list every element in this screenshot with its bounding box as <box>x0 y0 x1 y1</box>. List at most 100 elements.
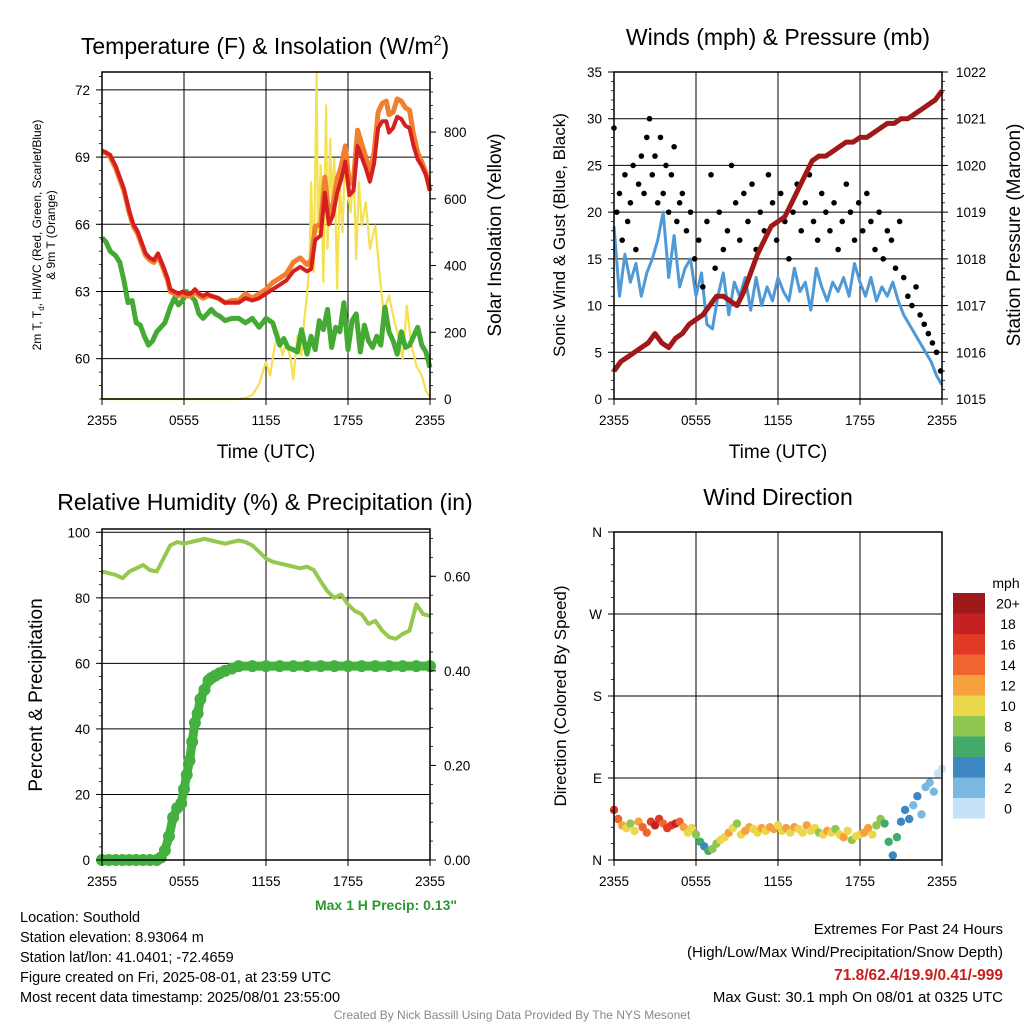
wind-direction-point <box>900 805 910 815</box>
precipitation-point <box>383 660 395 673</box>
temperature-x-tick-label: 2355 <box>415 413 445 428</box>
gust-point <box>674 218 680 225</box>
humidity-y-tick-label: 20 <box>75 787 90 802</box>
gust-point <box>905 293 911 300</box>
humidity-y-tick-label: 0 <box>82 853 90 868</box>
wind-direction-point <box>839 833 848 842</box>
precipitation-point <box>410 660 423 673</box>
humidity-y-tick-label: 80 <box>75 591 90 606</box>
precipitation-point <box>188 716 201 729</box>
speed-legend-swatch <box>953 695 985 716</box>
wind-direction-x-tick-label: 2355 <box>927 874 957 889</box>
winds-x-tick-label: 1755 <box>845 413 875 428</box>
gust-point <box>823 209 829 215</box>
precipitation-point <box>194 693 207 706</box>
station-latlon: Station lat/lon: 41.0401; -72.4659 <box>20 950 234 966</box>
gust-point <box>728 162 735 169</box>
precipitation-point <box>287 660 300 673</box>
wind-direction-x-tick-label: 1155 <box>763 874 792 889</box>
winds-y-tick-label: 25 <box>587 158 602 173</box>
gust-point <box>691 256 698 262</box>
gust-point <box>665 209 672 215</box>
relative-humidity-line <box>101 536 431 641</box>
gust-point <box>654 200 661 206</box>
gust-point <box>827 228 833 234</box>
winds-y-tick-label: 10 <box>587 299 602 314</box>
speed-legend-swatch <box>953 654 985 675</box>
precipitation-point <box>191 707 204 720</box>
precipitation-point <box>198 683 211 696</box>
temperature-x-tick-label: 1755 <box>333 413 363 428</box>
gust-point <box>687 209 694 215</box>
precipitation-point <box>167 811 180 824</box>
humidity-x-tick-label: 0555 <box>169 874 199 889</box>
gust-point <box>839 218 846 225</box>
dewpoint-line <box>100 236 433 369</box>
station-info: Location: Southold Station elevation: 8.… <box>20 910 340 1006</box>
gust-point <box>798 228 805 234</box>
temperature-x-axis-label: Time (UTC) <box>217 442 316 463</box>
winds-y-tick-label: 5 <box>594 345 602 360</box>
winds-x-axis-label: Time (UTC) <box>729 442 828 463</box>
precipitation-point <box>158 844 171 857</box>
gust-point <box>644 134 650 141</box>
temperature-y-tick-label: 72 <box>75 83 90 98</box>
temperature-y-right-tick-label: 800 <box>444 125 467 140</box>
speed-legend-label: 4 <box>1004 759 1012 775</box>
wind-direction-point <box>880 819 889 828</box>
humidity-x-tick-label: 1755 <box>333 874 363 889</box>
winds-y-right-tick-label: 1017 <box>956 299 986 314</box>
temperature-x-tick-label: 1155 <box>251 413 280 428</box>
gust-point <box>638 153 645 159</box>
station-elevation: Station elevation: 8.93064 m <box>20 930 204 946</box>
winds-y-tick-label: 20 <box>587 205 602 220</box>
max-gust: Max Gust: 30.1 mph On 08/01 at 0325 UTC <box>713 989 1003 1006</box>
wind-direction-point <box>630 826 639 836</box>
wind-direction-point <box>691 830 701 839</box>
speed-legend-label: 20+ <box>996 595 1020 611</box>
gust-point <box>720 246 727 253</box>
station-location: Location: Southold <box>20 910 140 926</box>
gust-point <box>676 200 683 206</box>
precipitation-point <box>342 660 354 673</box>
gust-point <box>847 209 854 215</box>
gust-point <box>913 284 919 290</box>
extremes-values: 71.8/62.4/19.9/0.41/-999 <box>834 967 1003 984</box>
temperature-panel: Temperature (F) & Insolation (W/m2) 2355… <box>30 32 506 463</box>
winds-x-tick-label: 2355 <box>927 413 957 428</box>
winds-y-tick-label: 35 <box>587 65 602 80</box>
speed-legend-label: 10 <box>1000 698 1016 714</box>
humidity-y-right-tick-label: 0.00 <box>444 853 470 868</box>
humidity-y-right-tick-label: 0.60 <box>444 569 470 584</box>
gust-point <box>835 246 841 253</box>
humidity-x-tick-label: 1155 <box>251 874 280 889</box>
gust-point <box>777 190 784 197</box>
wind-direction-y-axis-label: Direction (Colored By Speed) <box>551 585 570 806</box>
wind-direction-point <box>913 792 922 801</box>
gust-point <box>802 200 809 206</box>
wind-direction-point <box>917 810 926 819</box>
wind-direction-point <box>687 823 697 833</box>
wind-direction-y-tick-label: N <box>592 853 602 868</box>
speed-legend-swatch <box>953 716 985 737</box>
speed-legend-swatch <box>953 634 985 655</box>
speed-legend-swatch <box>953 675 985 696</box>
gust-point <box>921 321 928 328</box>
precipitation-point <box>369 660 382 673</box>
wind-direction-point <box>872 821 881 830</box>
gust-point <box>649 171 656 178</box>
winds-panel-title: Winds (mph) & Pressure (mb) <box>626 24 930 50</box>
wind-direction-point <box>798 828 807 837</box>
speed-legend-label: 12 <box>1000 677 1016 693</box>
extremes-title: Extremes For Past 24 Hours <box>814 921 1003 938</box>
gust-point <box>736 237 743 243</box>
gust-point <box>786 256 792 262</box>
gust-point <box>646 115 653 122</box>
precipitation-point <box>183 754 196 767</box>
humidity-y-tick-label: 60 <box>75 656 90 671</box>
winds-panel: Winds (mph) & Pressure (mb) 2355 0555 1155… <box>550 24 1024 463</box>
gust-point <box>900 274 907 281</box>
wind-direction-x-tick-label: 0555 <box>681 874 711 889</box>
precipitation-point <box>178 783 190 796</box>
gust-point <box>868 218 874 225</box>
